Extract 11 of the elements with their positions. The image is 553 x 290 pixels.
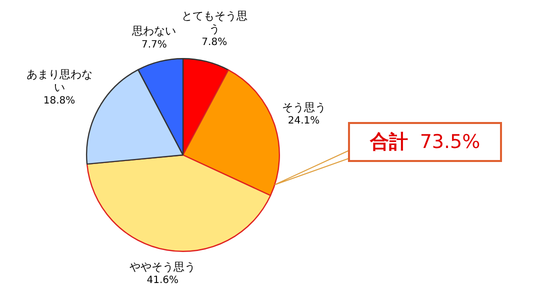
data-label: 41.6% [146,275,178,286]
slice-label: とてもそう思う [181,9,248,36]
text: 合計 73.5% [348,122,502,162]
slice-label: ややそう思う [130,260,196,274]
data-label: 24.1% [288,116,320,127]
slice-label: あまり思わない [26,68,92,94]
data-label: 7.7% [141,39,167,50]
data-label: 18.8% [43,96,76,107]
slice-label: そう思う [282,100,326,114]
slice-label: 思わない [131,24,176,38]
data-label: 7.8% [202,37,228,48]
